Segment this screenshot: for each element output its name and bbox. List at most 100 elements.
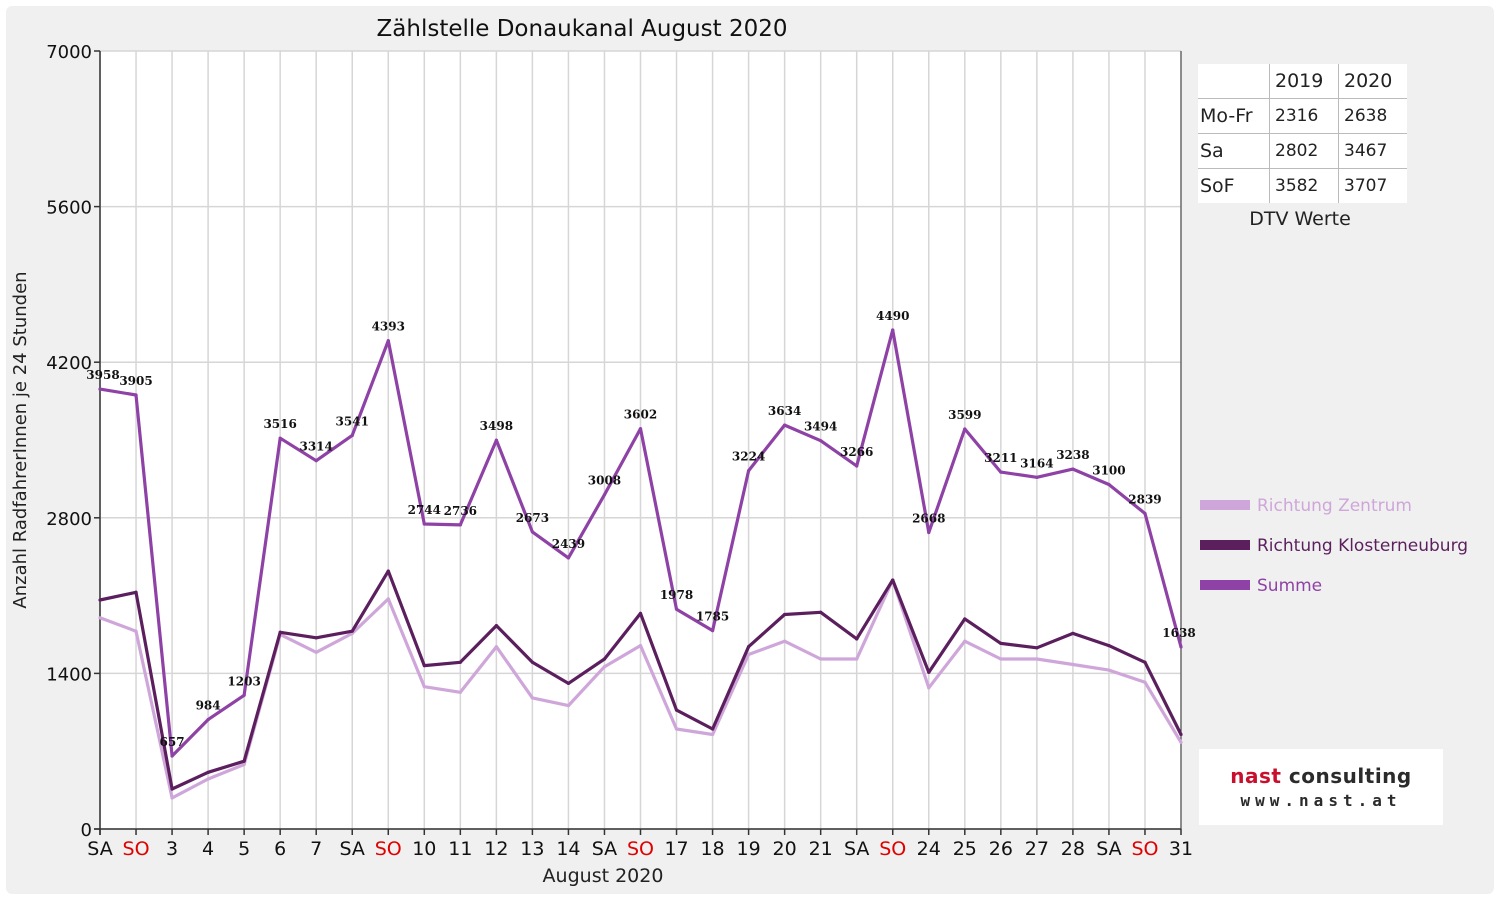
data-point	[674, 607, 679, 611]
legend-swatch	[1200, 580, 1250, 590]
data-point	[855, 464, 859, 468]
data-label: 1203	[227, 674, 260, 688]
data-label: 3238	[1056, 448, 1089, 462]
data-point	[170, 787, 174, 791]
data-label: 984	[196, 699, 221, 713]
data-point	[674, 727, 679, 731]
data-point	[1107, 668, 1111, 672]
data-label: 2839	[1128, 492, 1161, 506]
data-point	[1107, 644, 1111, 648]
data-point	[638, 611, 643, 615]
data-label: 3498	[480, 419, 513, 433]
data-point	[1071, 631, 1075, 635]
data-label: 3164	[1020, 456, 1053, 470]
data-point	[170, 796, 174, 800]
data-point	[314, 459, 318, 463]
data-point	[422, 522, 426, 526]
data-label: 3516	[263, 417, 296, 431]
data-point	[1035, 475, 1039, 479]
data-point	[1179, 645, 1183, 649]
data-point	[386, 339, 390, 343]
data-point	[530, 530, 535, 534]
data-point	[1107, 482, 1111, 487]
data-point	[350, 433, 354, 438]
x-tick-label: 7	[310, 838, 322, 860]
series-lines	[98, 328, 1183, 800]
data-point	[638, 644, 643, 648]
x-tick-label: SA	[592, 838, 617, 860]
data-label: 2736	[444, 504, 477, 518]
data-label: 1978	[660, 588, 693, 602]
dtv-cell: 3467	[1338, 133, 1407, 169]
data-point	[819, 610, 823, 614]
data-point	[927, 530, 931, 535]
data-point	[710, 727, 715, 731]
x-tick-label: 6	[274, 838, 286, 860]
data-point	[602, 493, 607, 497]
data-point	[963, 427, 967, 431]
data-label: 3100	[1092, 463, 1125, 477]
x-tick-label: SO	[123, 838, 150, 860]
data-point	[98, 616, 102, 620]
x-tick-label: 5	[238, 838, 250, 860]
data-point	[747, 652, 751, 657]
data-point	[134, 393, 138, 397]
data-point	[98, 387, 102, 391]
data-point	[350, 629, 354, 633]
data-label: 3314	[299, 440, 332, 454]
data-point	[891, 328, 895, 332]
legend-label: Richtung Klosterneuburg	[1257, 536, 1468, 556]
data-point	[242, 762, 246, 767]
x-tick-label: SA	[1096, 838, 1121, 860]
data-point	[638, 427, 643, 431]
data-point	[458, 523, 462, 527]
data-point	[855, 657, 859, 661]
data-point	[278, 436, 282, 440]
dtv-row-label: Mo-Fr	[1198, 98, 1270, 134]
data-point	[566, 556, 571, 560]
dtv-row-label: SoF	[1198, 168, 1270, 203]
legend: Richtung Zentrum Richtung Klosterneuburg S…	[1200, 496, 1468, 596]
data-point	[278, 630, 282, 634]
x-tick-label: 3	[166, 838, 178, 860]
logo-name-part2: consulting	[1281, 764, 1412, 788]
data-point	[1143, 660, 1147, 664]
dtv-year-2020: 2020	[1338, 64, 1407, 99]
data-label: 3211	[984, 451, 1017, 465]
data-point	[783, 423, 787, 427]
x-tick-label: 12	[484, 838, 508, 860]
chart-title: Zählstelle Donaukanal August 2020	[377, 16, 788, 42]
x-tick-label: 14	[556, 838, 580, 860]
x-tick-label: SO	[627, 838, 654, 860]
x-tick-label: 4	[202, 838, 214, 860]
data-label: 3634	[768, 404, 801, 418]
data-label: 3541	[336, 414, 369, 428]
logo-name: nast consulting	[1199, 764, 1443, 788]
data-point	[710, 629, 715, 633]
dtv-year-2019: 2019	[1269, 64, 1339, 99]
legend-label: Richtung Zentrum	[1257, 496, 1412, 516]
dtv-row-sa: Sa 2802 3467	[1198, 133, 1407, 169]
data-point	[494, 624, 498, 628]
data-point	[422, 685, 426, 689]
y-tick-label: 4200	[46, 353, 92, 374]
data-point	[963, 639, 967, 643]
data-point	[1179, 732, 1183, 737]
data-point	[314, 650, 318, 654]
dtv-cell: 2316	[1269, 98, 1339, 134]
data-point	[530, 696, 535, 700]
data-label: 3266	[840, 445, 873, 459]
company-logo: nast consulting www.nast.at	[1199, 749, 1443, 825]
x-tick-label: 28	[1061, 838, 1085, 860]
data-point	[602, 665, 607, 669]
data-point	[819, 439, 823, 443]
x-tick-label: SA	[87, 838, 112, 860]
y-tick-label: 1400	[46, 664, 92, 685]
x-tick-label: 21	[809, 838, 833, 860]
data-label: 3494	[804, 420, 837, 434]
y-tick-label: 5600	[46, 198, 92, 219]
data-label: 2668	[912, 511, 945, 525]
data-point	[963, 617, 967, 621]
x-axis-title: August 2020	[543, 865, 664, 887]
